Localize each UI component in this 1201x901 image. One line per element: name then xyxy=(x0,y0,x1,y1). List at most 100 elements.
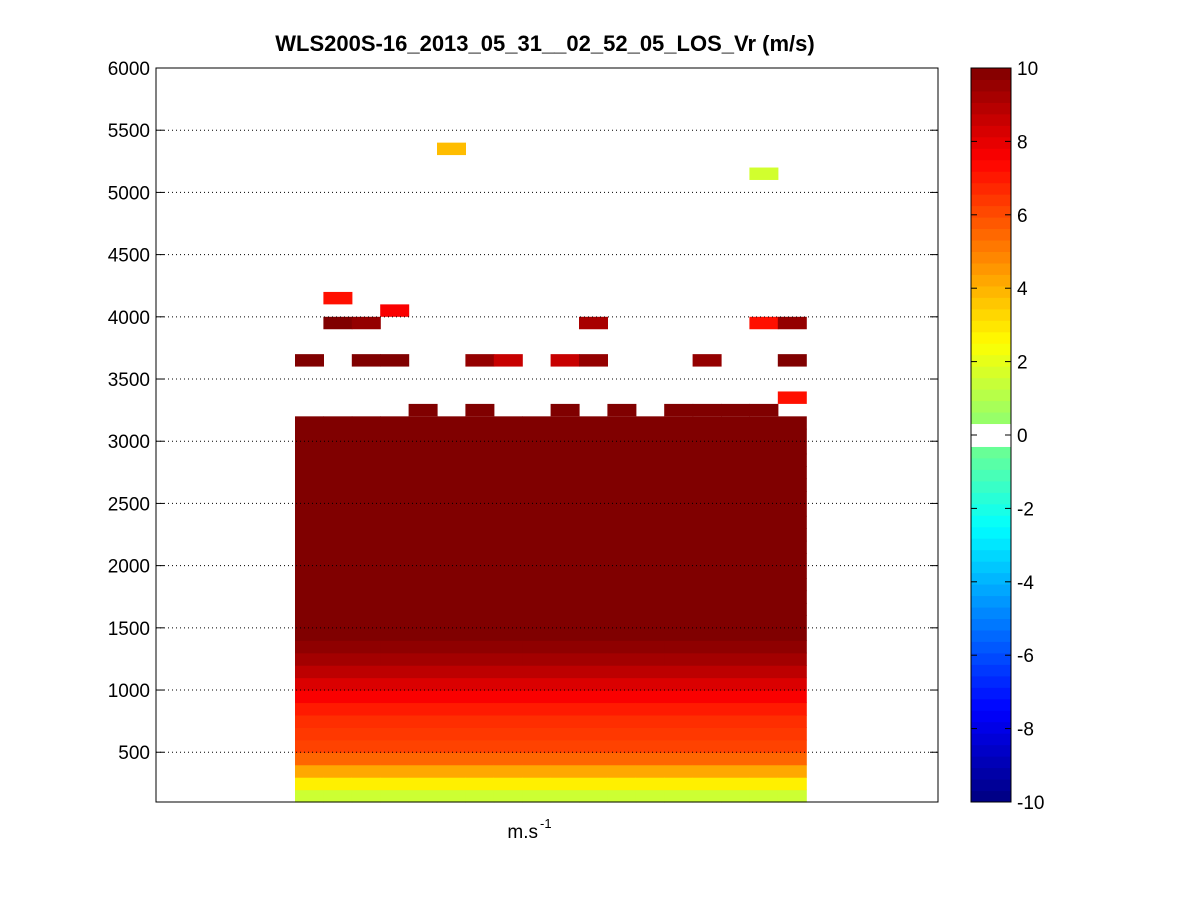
heatmap-cell xyxy=(295,453,324,467)
heatmap-cell xyxy=(550,615,580,629)
colorbar-segment xyxy=(971,549,1011,562)
heatmap-cell xyxy=(522,553,552,567)
plot-frame xyxy=(155,67,939,803)
heatmap-cell xyxy=(295,764,324,778)
colorbar-tick-label: 6 xyxy=(1017,206,1028,227)
heatmap-cell xyxy=(323,578,353,592)
heatmap-cell xyxy=(635,702,665,716)
heatmap-cell xyxy=(635,515,665,529)
heatmap-cell xyxy=(579,615,608,629)
heatmap-cell xyxy=(721,503,750,517)
heatmap-cell xyxy=(777,590,807,604)
heatmap-cell xyxy=(777,615,807,629)
heatmap-cell xyxy=(295,553,324,567)
colorbar-segment xyxy=(971,102,1011,115)
heatmap-cell xyxy=(550,602,580,616)
heatmap-cell xyxy=(465,627,495,641)
heatmap-cell xyxy=(323,602,353,616)
heatmap-cell xyxy=(380,553,410,567)
heatmap-cell xyxy=(550,677,580,691)
heatmap-cell xyxy=(607,416,637,430)
heatmap-cell xyxy=(777,515,807,529)
heatmap-cell xyxy=(408,441,438,455)
colorbar-segment xyxy=(971,285,1011,298)
heatmap-cell xyxy=(635,528,665,542)
heatmap-cell xyxy=(408,478,438,492)
heatmap-cell xyxy=(777,528,807,542)
heatmap-cell xyxy=(635,553,665,567)
heatmap-cell xyxy=(777,789,807,803)
heatmap-cell xyxy=(323,627,353,641)
heatmap-cell xyxy=(721,578,750,592)
colorbar-tick-label: 8 xyxy=(1017,132,1028,153)
heatmap-cell xyxy=(550,789,580,803)
heatmap-cell xyxy=(493,515,523,529)
colorbar-segment xyxy=(971,217,1011,230)
heatmap-cell xyxy=(607,553,637,567)
colorbar-segment xyxy=(971,228,1011,241)
heatmap-cell xyxy=(550,752,580,766)
heatmap-cell xyxy=(351,677,381,691)
heatmap-cell xyxy=(493,777,523,791)
heatmap-cell xyxy=(522,416,552,430)
heatmap-cell xyxy=(351,478,381,492)
colorbar-segment xyxy=(971,435,1011,447)
heatmap-cell xyxy=(607,627,637,641)
heatmap-cell xyxy=(692,789,722,803)
heatmap-cell xyxy=(465,478,495,492)
heatmap-cell xyxy=(522,739,552,753)
heatmap-cell xyxy=(692,739,722,753)
heatmap-cell xyxy=(408,777,438,791)
heatmap-cell xyxy=(777,316,807,330)
colorbar-segment xyxy=(971,687,1011,700)
heatmap-cell xyxy=(692,690,722,704)
heatmap-cell xyxy=(493,565,523,579)
heatmap-cell xyxy=(550,515,580,529)
colorbar-segment xyxy=(971,515,1011,528)
heatmap-cell xyxy=(493,677,523,691)
heatmap-cell xyxy=(721,540,750,554)
heatmap-cell xyxy=(408,403,438,417)
heatmap-cell xyxy=(721,490,750,505)
heatmap-cell xyxy=(749,739,779,753)
heatmap-cell xyxy=(493,540,523,554)
heatmap-cell xyxy=(635,615,665,629)
heatmap-cell xyxy=(664,503,694,517)
heatmap-cell xyxy=(607,490,637,505)
heatmap-cell xyxy=(749,652,779,666)
heatmap-cell xyxy=(635,478,665,492)
colorbar-segment xyxy=(971,607,1011,619)
heatmap-cell xyxy=(437,652,466,666)
heatmap-cell xyxy=(777,540,807,554)
heatmap-cell xyxy=(465,690,495,704)
heatmap-cell xyxy=(295,354,324,367)
heatmap-cell xyxy=(408,727,438,741)
heatmap-cell xyxy=(550,590,580,604)
heatmap-cell xyxy=(550,578,580,592)
heatmap-cell xyxy=(579,478,608,492)
heatmap-cell xyxy=(323,416,353,430)
heatmap-cell xyxy=(692,615,722,629)
heatmap-cell xyxy=(351,615,381,629)
heatmap-cell xyxy=(777,602,807,616)
heatmap-cell xyxy=(408,453,438,467)
heatmap-cell xyxy=(351,354,381,367)
heatmap-cell xyxy=(295,416,324,430)
heatmap-cell xyxy=(721,441,750,455)
heatmap-cell xyxy=(607,515,637,529)
heatmap-cell xyxy=(777,503,807,517)
heatmap-cell xyxy=(295,503,324,517)
heatmap-cell xyxy=(295,665,324,679)
heatmap-cell xyxy=(493,640,523,654)
heatmap-cell xyxy=(323,752,353,766)
heatmap-cell xyxy=(522,503,552,517)
heatmap-cell xyxy=(692,490,722,505)
heatmap-cell xyxy=(323,777,353,791)
heatmap-cell xyxy=(465,515,495,529)
heatmap-cell xyxy=(749,416,779,430)
heatmap-cell xyxy=(408,789,438,803)
heatmap-cell xyxy=(493,441,523,455)
heatmap-cell xyxy=(692,714,722,728)
heatmap-cell xyxy=(749,490,779,505)
heatmap-cell xyxy=(749,540,779,554)
